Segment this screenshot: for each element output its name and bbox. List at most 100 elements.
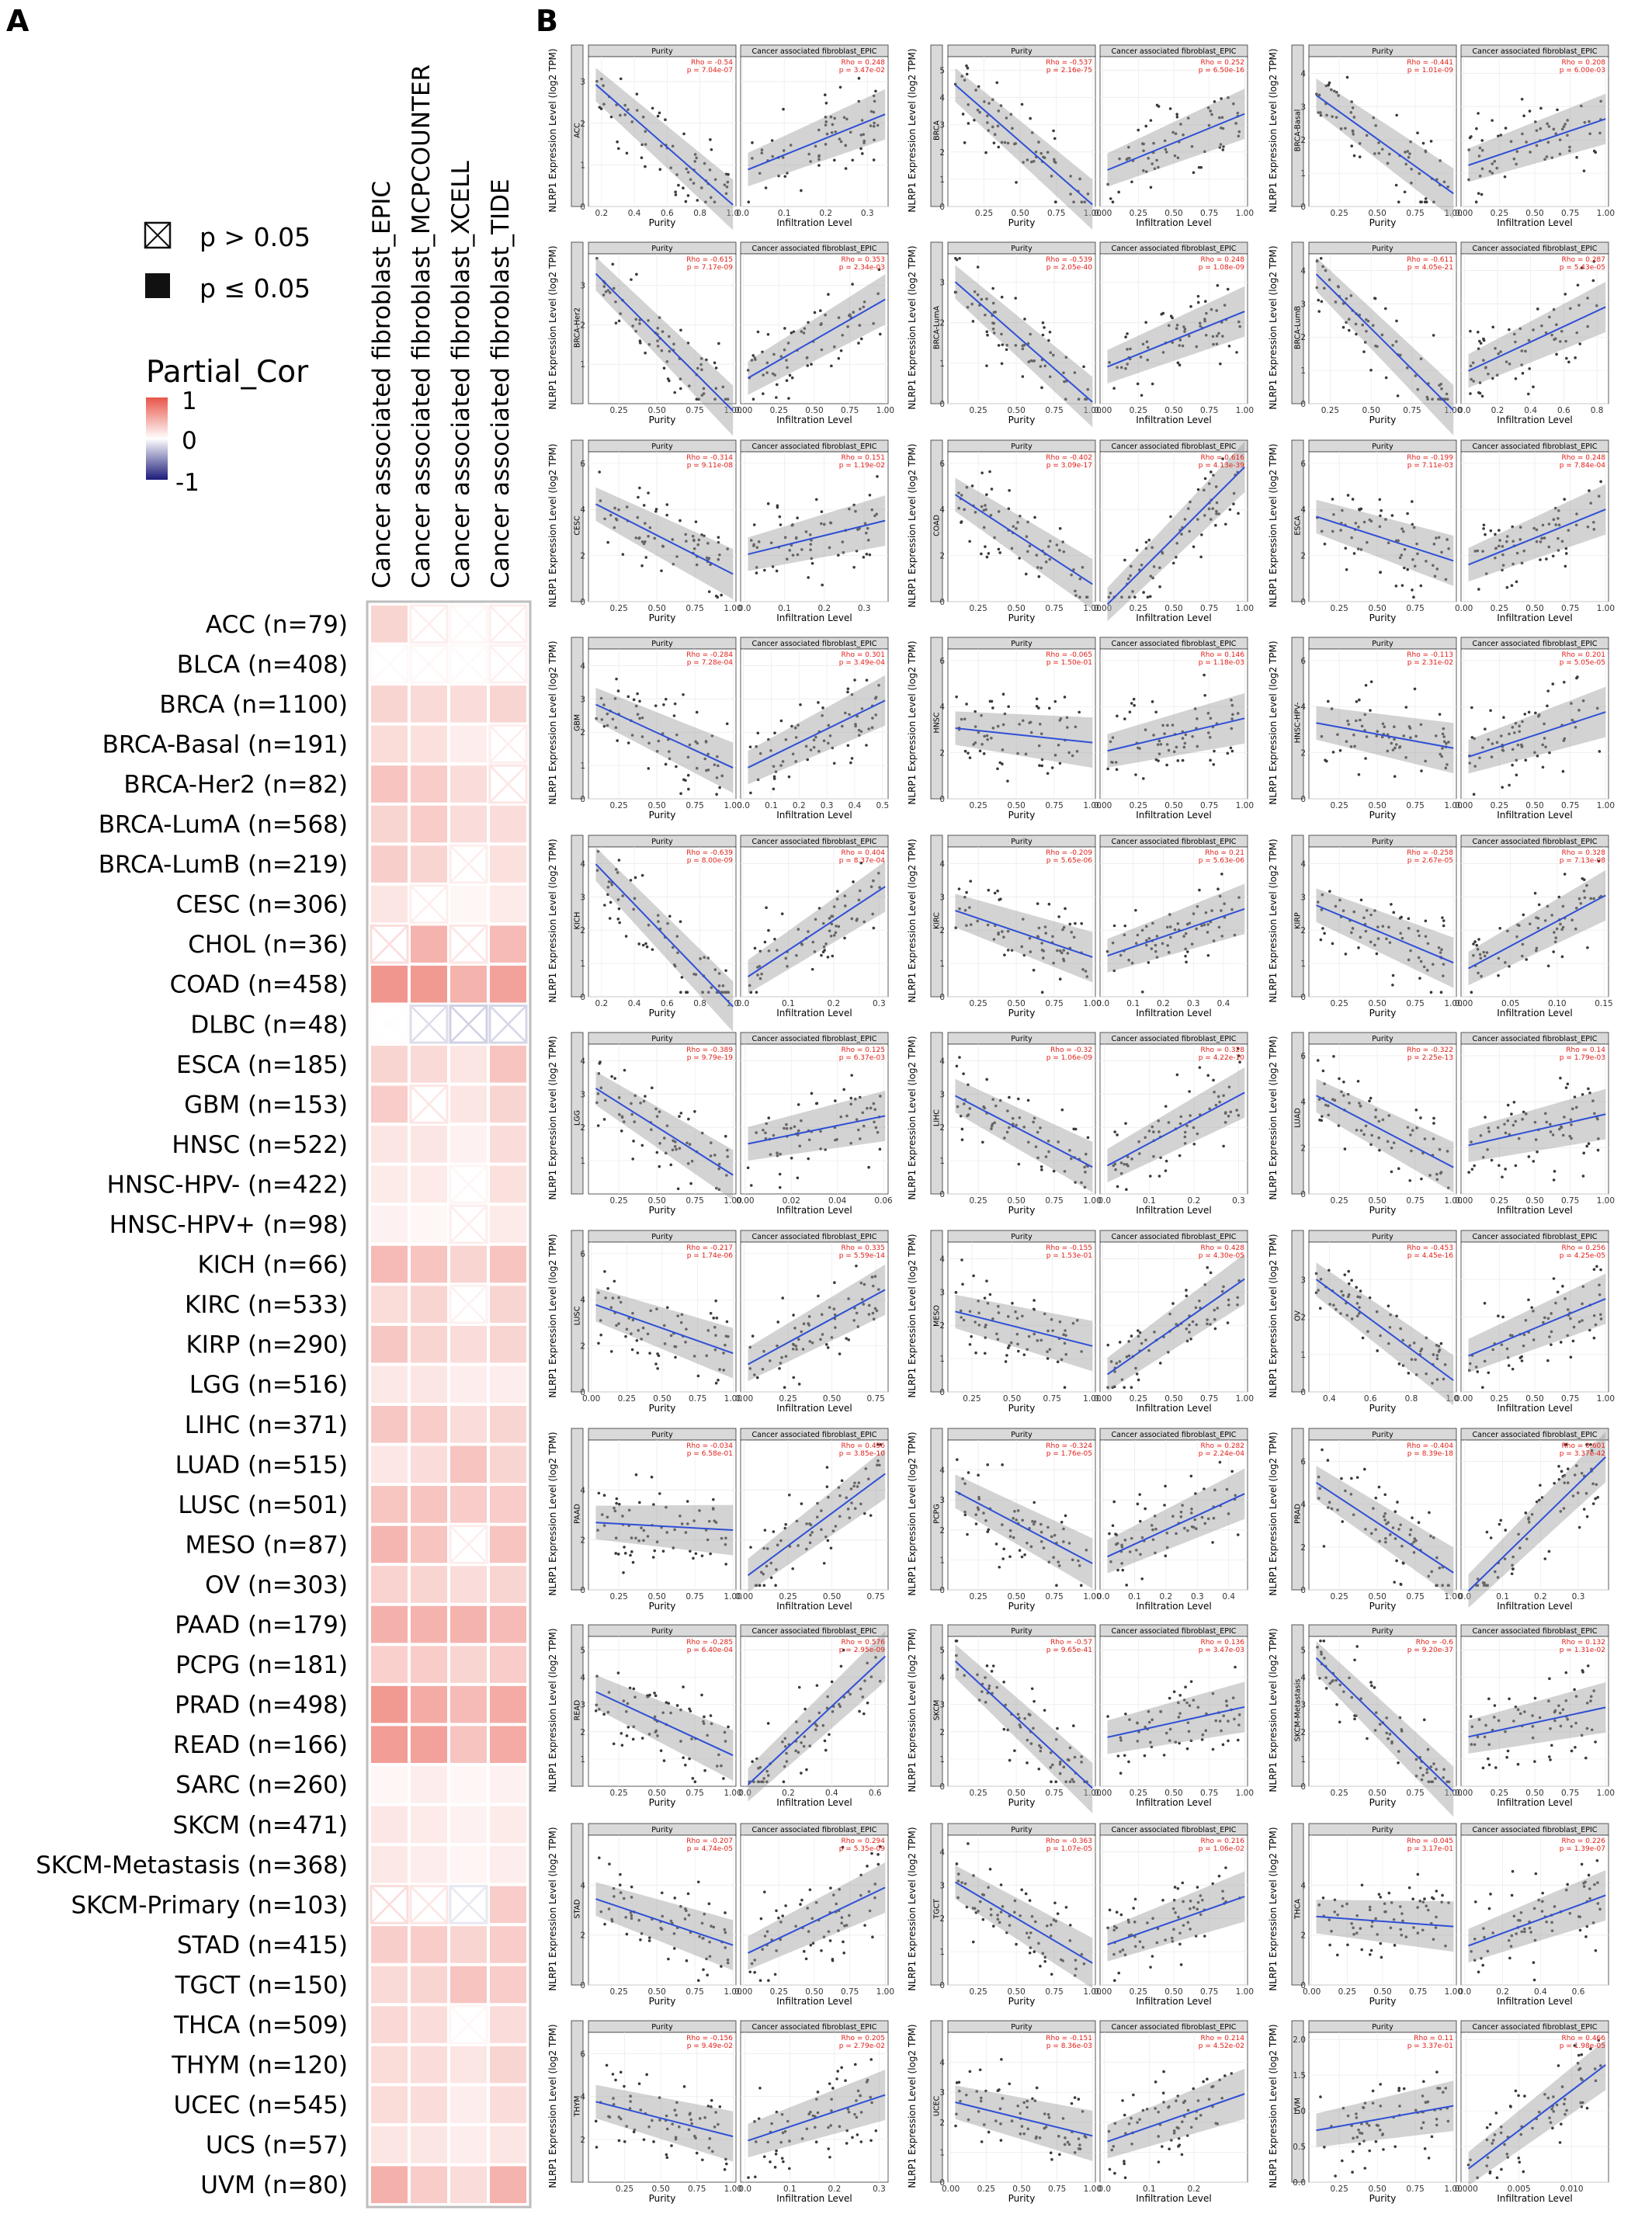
data-point bbox=[835, 1137, 838, 1141]
data-point bbox=[1431, 1362, 1435, 1366]
data-point bbox=[1029, 1730, 1032, 1733]
data-point bbox=[1029, 950, 1032, 953]
x-tick-label: 0.50 bbox=[1362, 406, 1380, 415]
data-point bbox=[1074, 1127, 1078, 1131]
heatmap-cell bbox=[450, 2046, 487, 2084]
data-point bbox=[878, 1147, 882, 1151]
y-tick-label: 0 bbox=[580, 1981, 585, 1990]
data-point bbox=[696, 543, 700, 547]
x-tick-label: 0.05 bbox=[1501, 999, 1519, 1008]
data-point bbox=[806, 758, 809, 762]
data-point bbox=[1128, 1550, 1132, 1553]
rho-label: Rho = 0.404 bbox=[842, 849, 886, 857]
data-point bbox=[678, 920, 682, 924]
data-point bbox=[702, 387, 706, 390]
facet-strip-label: Cancer associated fibroblast_EPIC bbox=[752, 442, 877, 451]
data-point bbox=[606, 893, 609, 897]
data-point bbox=[766, 502, 770, 505]
data-point bbox=[1111, 736, 1115, 739]
heatmap-row-label: TGCT (n=150) bbox=[175, 1971, 348, 1999]
data-point bbox=[1319, 938, 1323, 942]
data-point bbox=[1138, 1152, 1141, 1155]
data-point bbox=[977, 1495, 980, 1499]
data-point bbox=[1062, 959, 1066, 963]
data-point bbox=[1184, 733, 1188, 737]
data-point bbox=[1560, 127, 1564, 131]
data-point bbox=[695, 156, 698, 160]
data-point bbox=[1442, 1768, 1446, 1772]
data-point bbox=[959, 497, 963, 501]
y-tick-label: 0 bbox=[580, 795, 585, 804]
data-point bbox=[1035, 704, 1039, 708]
data-point bbox=[718, 1368, 721, 1371]
data-point bbox=[1422, 965, 1426, 969]
data-point bbox=[1397, 1761, 1400, 1765]
data-point bbox=[1395, 319, 1398, 323]
data-point bbox=[869, 1514, 873, 1517]
p-value-label: p = 2.67e-05 bbox=[1407, 857, 1453, 865]
data-point bbox=[679, 1905, 682, 1908]
heatmap-cell bbox=[371, 1165, 408, 1203]
data-point bbox=[649, 1309, 653, 1313]
data-point bbox=[713, 397, 717, 401]
data-point bbox=[1114, 1168, 1117, 1171]
x-tick-label: 0.3 bbox=[861, 209, 874, 218]
data-point bbox=[1514, 1164, 1518, 1168]
data-point bbox=[978, 304, 981, 307]
data-point bbox=[876, 1463, 879, 1466]
data-point bbox=[1012, 1517, 1015, 1520]
data-point bbox=[1143, 1754, 1147, 1758]
data-point bbox=[1570, 918, 1574, 922]
data-point bbox=[1489, 709, 1492, 713]
data-point bbox=[632, 1725, 636, 1729]
data-point bbox=[800, 942, 803, 946]
data-point bbox=[1431, 1780, 1435, 1784]
data-point bbox=[621, 894, 624, 897]
data-point bbox=[656, 1352, 659, 1355]
data-point bbox=[1016, 1509, 1020, 1512]
p-value-label: p = 4.74e-05 bbox=[687, 1845, 733, 1853]
data-point bbox=[805, 1768, 808, 1772]
data-point bbox=[963, 1510, 967, 1514]
data-point bbox=[1447, 741, 1450, 744]
data-point bbox=[634, 536, 638, 540]
data-point bbox=[1137, 1140, 1140, 1143]
data-point bbox=[1315, 286, 1319, 290]
data-point bbox=[637, 1918, 640, 1922]
heatmap-cell bbox=[490, 1126, 526, 1163]
data-point bbox=[974, 1351, 977, 1355]
data-point bbox=[1487, 1743, 1491, 1747]
plot-area bbox=[1099, 1636, 1248, 1787]
data-point bbox=[867, 727, 871, 731]
data-point bbox=[619, 1872, 622, 1876]
data-point bbox=[1053, 160, 1057, 163]
facet-strip bbox=[1099, 1624, 1248, 1637]
data-point bbox=[1159, 1709, 1162, 1713]
p-value-label: p = 1.01e-09 bbox=[1407, 67, 1454, 75]
data-point bbox=[717, 536, 720, 539]
data-point bbox=[1201, 326, 1204, 330]
data-point bbox=[993, 1121, 997, 1125]
data-point bbox=[980, 1690, 984, 1693]
data-point bbox=[1223, 902, 1226, 905]
data-point bbox=[672, 963, 676, 966]
data-point bbox=[990, 1124, 994, 1128]
data-point bbox=[717, 540, 720, 544]
data-point bbox=[995, 1685, 999, 1689]
data-point bbox=[1498, 1164, 1501, 1168]
data-point bbox=[1018, 515, 1022, 518]
data-point bbox=[1439, 956, 1442, 959]
facet-strip-label: Purity bbox=[651, 442, 673, 451]
data-point bbox=[1588, 1303, 1592, 1307]
data-point bbox=[1423, 1137, 1427, 1140]
data-point bbox=[791, 1342, 795, 1346]
data-point bbox=[1317, 310, 1321, 313]
data-point bbox=[1576, 1491, 1580, 1494]
heatmap-cell bbox=[490, 1605, 526, 1643]
data-point bbox=[1587, 1142, 1591, 1146]
data-point bbox=[1546, 1359, 1550, 1362]
data-point bbox=[1577, 304, 1581, 307]
data-point bbox=[1348, 318, 1351, 321]
heatmap-cell bbox=[449, 1525, 488, 1564]
data-point bbox=[982, 1511, 985, 1515]
